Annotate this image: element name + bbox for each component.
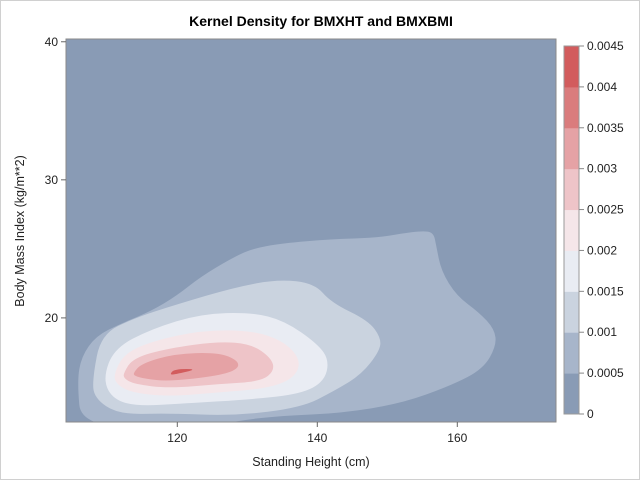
colorbar-label: 0.0025 bbox=[587, 203, 624, 217]
contour-layer bbox=[78, 231, 496, 422]
colorbar-band bbox=[564, 373, 579, 415]
y-tick-label: 40 bbox=[45, 35, 59, 49]
y-tick-label: 20 bbox=[45, 311, 59, 325]
colorbar-label: 0.001 bbox=[587, 325, 617, 339]
colorbar-label: 0.0015 bbox=[587, 284, 624, 298]
colorbar-label: 0 bbox=[587, 407, 594, 421]
chart-title: Kernel Density for BMXHT and BMXBMI bbox=[189, 13, 453, 29]
y-axis-label: Body Mass Index (kg/m**2) bbox=[13, 155, 27, 306]
x-tick-label: 160 bbox=[447, 431, 467, 445]
x-axis-label: Standing Height (cm) bbox=[252, 455, 369, 469]
colorbar-band bbox=[564, 168, 579, 211]
colorbar-band bbox=[564, 127, 579, 170]
colorbar-label: 0.002 bbox=[587, 243, 617, 257]
colorbar-band bbox=[564, 250, 579, 292]
plot-border bbox=[65, 38, 557, 423]
x-tick-label: 140 bbox=[307, 431, 327, 445]
colorbar-band bbox=[564, 209, 579, 251]
colorbar-band bbox=[564, 291, 579, 333]
colorbar-label: 0.004 bbox=[587, 80, 617, 94]
x-axis: 120 140 160 bbox=[167, 422, 468, 445]
colorbar-label: 0.003 bbox=[587, 162, 617, 176]
colorbar-label: 0.0035 bbox=[587, 121, 624, 135]
colorbar-band bbox=[564, 86, 579, 129]
y-tick-label: 30 bbox=[45, 173, 59, 187]
colorbar-label: 0.0005 bbox=[587, 366, 624, 380]
colorbar-legend: 0 0.0005 0.001 0.0015 0.002 0.0025 0.003 0.0035… bbox=[563, 39, 624, 421]
colorbar-border bbox=[563, 45, 580, 415]
contour-band-0.003 bbox=[133, 353, 239, 381]
y-axis: 20 30 40 bbox=[45, 35, 66, 325]
colorbar-band bbox=[564, 332, 579, 374]
x-tick-label: 120 bbox=[167, 431, 187, 445]
contour-band-0.004 bbox=[170, 368, 193, 375]
colorbar-band bbox=[564, 46, 579, 88]
colorbar-label: 0.0045 bbox=[587, 39, 624, 53]
